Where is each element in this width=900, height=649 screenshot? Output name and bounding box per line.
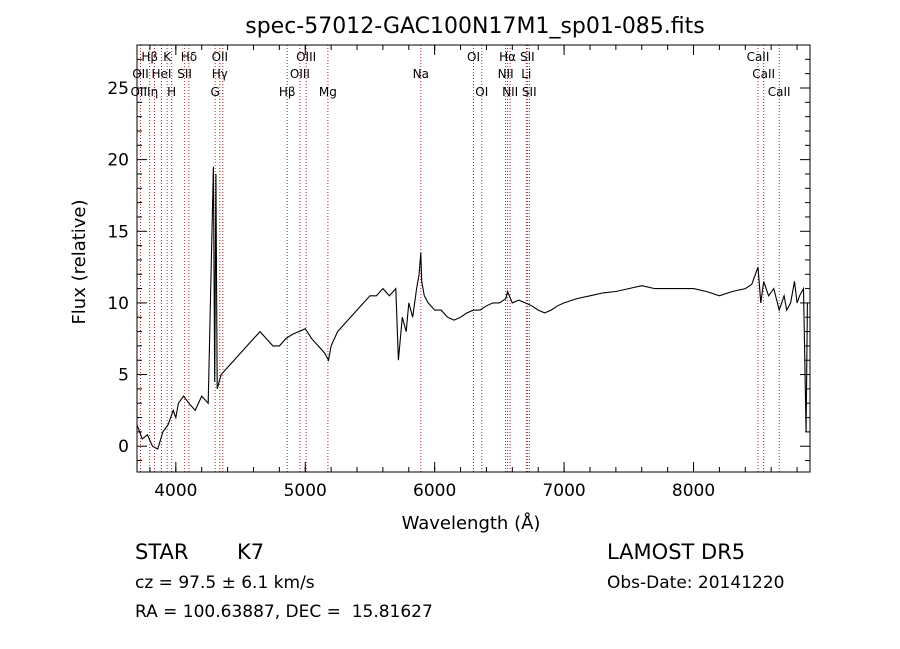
marker-label: CaII [768,85,791,99]
y-tick-label: 25 [107,79,129,99]
marker-label: Hγ [212,67,228,81]
object-class: STAR [135,540,188,564]
object-subclass: K7 [237,540,264,564]
marker-label: OI [467,50,480,64]
emission-line-markers [140,45,779,472]
y-tick-label: 0 [118,437,129,457]
x-axis-label: Wavelength (Å) [402,512,541,534]
marker-label: Hβ [279,85,296,99]
marker-label: CaII [752,67,775,81]
marker-label: OIII [130,85,150,99]
x-tick-label: 6000 [413,481,456,501]
chart-title: spec-57012-GAC100N17M1_sp01-085.fits [245,14,705,39]
marker-label: OIII [290,67,310,81]
survey-name: LAMOST DR5 [607,540,745,564]
marker-label: Hδ [181,50,197,64]
marker-label: Na [413,67,429,81]
obs-date: Obs-Date: 20141220 [607,573,784,593]
y-axis-label: Flux (relative) [69,199,90,324]
marker-label: Hα [499,50,516,64]
coordinates: RA = 100.63887, DEC = 15.81627 [135,602,433,622]
marker-label: K [163,50,172,64]
marker-label: η [151,85,159,99]
y-tick-label: 20 [107,151,129,171]
marker-label: H [167,85,176,99]
marker-label: HeI [151,67,171,81]
marker-label: OI [475,85,488,99]
marker-label: SII [520,50,535,64]
y-axis: 0 5 10 15 20 25 [107,59,810,460]
marker-label: OIII [296,50,316,64]
spectrum-line [137,167,807,449]
marker-label: G [211,85,220,99]
x-tick-label: 7000 [542,481,585,501]
x-tick-label: 4000 [154,481,197,501]
marker-label: OII [212,50,229,64]
marker-label: Mg [319,85,337,99]
marker-label: NII [498,67,514,81]
x-tick-label: 5000 [284,481,327,501]
marker-label: SII [522,85,537,99]
redshift-cz: cz = 97.5 ± 6.1 km/s [135,573,315,593]
marker-label: Hβ [141,50,158,64]
emission-line-labels: HβKHδOIIOIIIOIHαSIICaIIOIIHeISIIHγOIIINa… [130,50,790,99]
y-tick-label: 5 [118,366,129,386]
marker-label: Li [521,67,531,81]
x-tick-label: 8000 [672,481,715,501]
marker-label: NII [502,85,518,99]
y-tick-label: 10 [107,294,129,314]
marker-label: CaII [747,50,770,64]
y-tick-label: 15 [107,222,129,242]
marker-label: SII [177,67,192,81]
